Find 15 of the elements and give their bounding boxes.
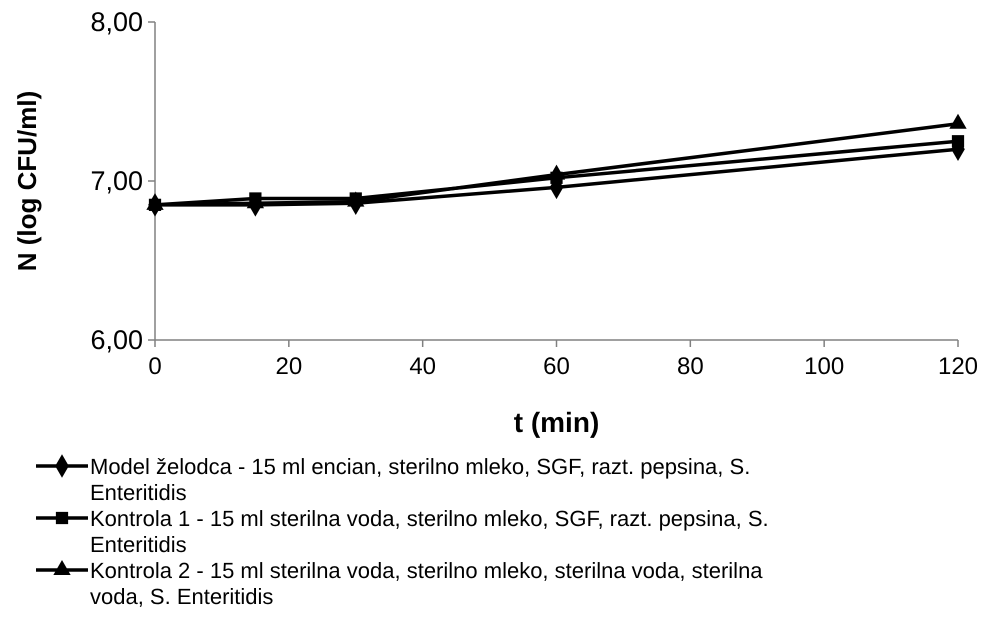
x-tick-label: 100: [804, 353, 844, 380]
x-axis-title: t (min): [514, 407, 600, 438]
legend-label: Kontrola 2 - 15 ml sterilna voda, sterilno mleko, sterilna voda, sterilna voda, S. Enteritidis: [90, 558, 764, 609]
legend-label: Kontrola 1 - 15 ml sterilna voda, sterilno mleko, SGF, razt. pepsina, S. Enteritidis: [90, 506, 769, 557]
x-tick-label: 80: [676, 353, 704, 380]
y-tick-label: 8,00: [90, 7, 143, 37]
y-tick-label: 7,00: [90, 166, 143, 196]
x-tick-label: 60: [543, 353, 570, 380]
x-tick-label: 120: [938, 353, 978, 380]
y-tick-label: 6,00: [90, 325, 143, 355]
x-tick-label: 40: [409, 353, 436, 380]
x-tick-label: 20: [275, 353, 302, 380]
legend-label: Model želodca - 15 ml encian, sterilno mleko, SGF, razt. pepsina, S. Enteritidis: [90, 454, 750, 505]
y-axis-title: N (log CFU/ml): [12, 90, 42, 272]
x-tick-label: 0: [148, 353, 162, 380]
